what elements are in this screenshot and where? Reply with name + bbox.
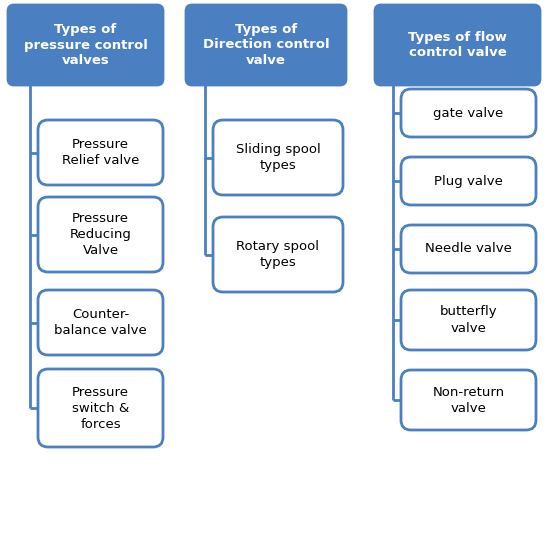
FancyBboxPatch shape [401,290,536,350]
Text: Types of
pressure control
valves: Types of pressure control valves [24,22,147,67]
Text: Non-return
valve: Non-return valve [433,386,505,415]
Text: Pressure
Reducing
Valve: Pressure Reducing Valve [70,212,131,257]
FancyBboxPatch shape [38,369,163,447]
Text: butterfly
valve: butterfly valve [440,305,497,334]
Text: Pressure
Relief valve: Pressure Relief valve [62,138,139,167]
FancyBboxPatch shape [38,197,163,272]
Text: Needle valve: Needle valve [425,242,512,256]
Text: Types of
Direction control
valve: Types of Direction control valve [203,22,329,67]
Text: gate valve: gate valve [433,106,504,119]
FancyBboxPatch shape [401,370,536,430]
Text: Counter-
balance valve: Counter- balance valve [54,308,147,337]
FancyBboxPatch shape [375,5,540,85]
FancyBboxPatch shape [401,225,536,273]
FancyBboxPatch shape [401,89,536,137]
FancyBboxPatch shape [8,5,163,85]
Text: Plug valve: Plug valve [434,174,503,187]
FancyBboxPatch shape [38,120,163,185]
Text: Sliding spool
types: Sliding spool types [235,143,320,172]
FancyBboxPatch shape [38,290,163,355]
FancyBboxPatch shape [186,5,346,85]
Text: Pressure
switch &
forces: Pressure switch & forces [72,386,129,431]
FancyBboxPatch shape [213,217,343,292]
Text: Types of flow
control valve: Types of flow control valve [408,30,507,59]
FancyBboxPatch shape [213,120,343,195]
FancyBboxPatch shape [401,157,536,205]
Text: Rotary spool
types: Rotary spool types [237,240,320,269]
